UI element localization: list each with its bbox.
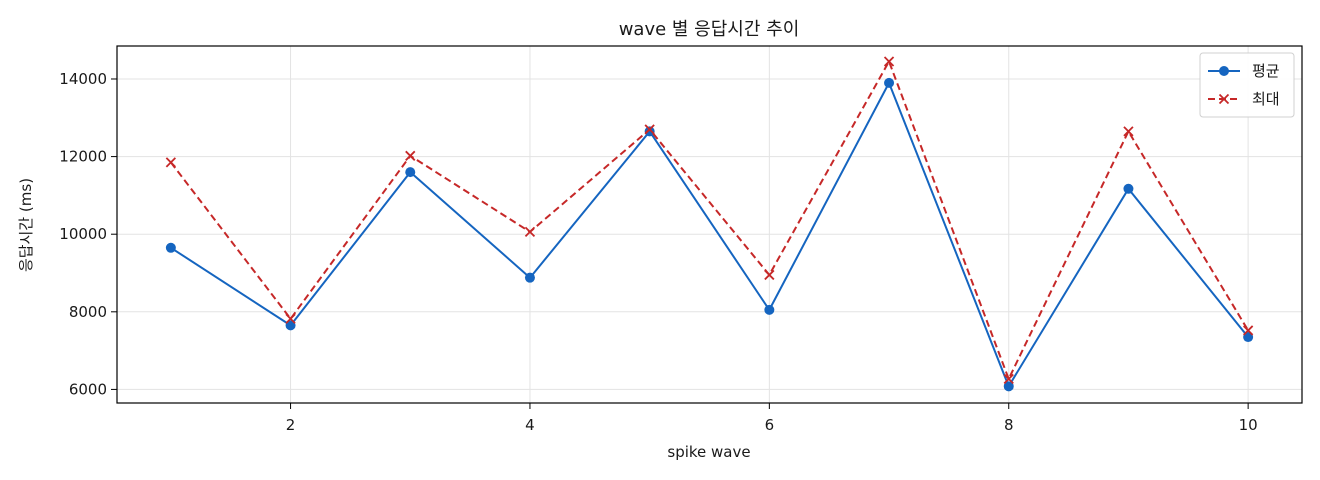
series-line-1: [170, 60, 1249, 380]
y-tick-label: 14000: [59, 70, 107, 88]
data-point-0: [884, 77, 895, 88]
x-tick-label: 4: [525, 416, 535, 434]
data-point-1: [644, 124, 655, 135]
legend-marker-1: [1218, 93, 1230, 105]
data-point-0: [524, 272, 535, 283]
data-point-1: [1003, 373, 1014, 385]
x-tick-label: 6: [765, 416, 775, 434]
legend-label-1: 최대: [1252, 90, 1280, 108]
legend-marker-0: [1219, 66, 1229, 76]
y-tick-label: 10000: [59, 225, 107, 243]
x-axis-label: spike wave: [667, 443, 750, 461]
data-point-1: [764, 269, 775, 281]
chart-title: wave 별 응답시간 추이: [619, 19, 800, 40]
legend-box: [1199, 52, 1295, 118]
plot-frame: [116, 45, 1303, 404]
data-point-1: [524, 226, 536, 238]
y-tick-label: 12000: [59, 148, 107, 166]
y-axis-label: 응답시간 (ms): [17, 178, 35, 272]
data-point-1: [285, 313, 296, 324]
data-point-1: [1242, 325, 1254, 336]
data-point-0: [165, 242, 176, 253]
data-point-0: [644, 126, 655, 137]
data-point-1: [405, 150, 416, 161]
y-tick-label: 6000: [69, 380, 107, 398]
x-tick-label: 10: [1239, 416, 1258, 434]
data-point-0: [1243, 332, 1254, 343]
data-point-0: [764, 304, 775, 315]
data-point-0: [1123, 183, 1134, 194]
legend-label-0: 평균: [1252, 62, 1280, 80]
data-point-1: [883, 56, 895, 67]
data-point-0: [1003, 381, 1014, 392]
data-point-0: [285, 320, 296, 331]
ticks: 6000 8000 10000 12000 14000 2 4 6 8 10: [59, 70, 1257, 434]
x-tick-label: 8: [1004, 416, 1014, 434]
series-layer: [165, 56, 1254, 392]
grid: [117, 46, 1302, 403]
data-point-1: [165, 157, 177, 168]
x-tick-label: 2: [286, 416, 296, 434]
data-point-0: [405, 167, 416, 178]
data-point-1: [1123, 126, 1134, 137]
series-line-0: [170, 81, 1249, 388]
y-tick-label: 8000: [69, 303, 107, 321]
